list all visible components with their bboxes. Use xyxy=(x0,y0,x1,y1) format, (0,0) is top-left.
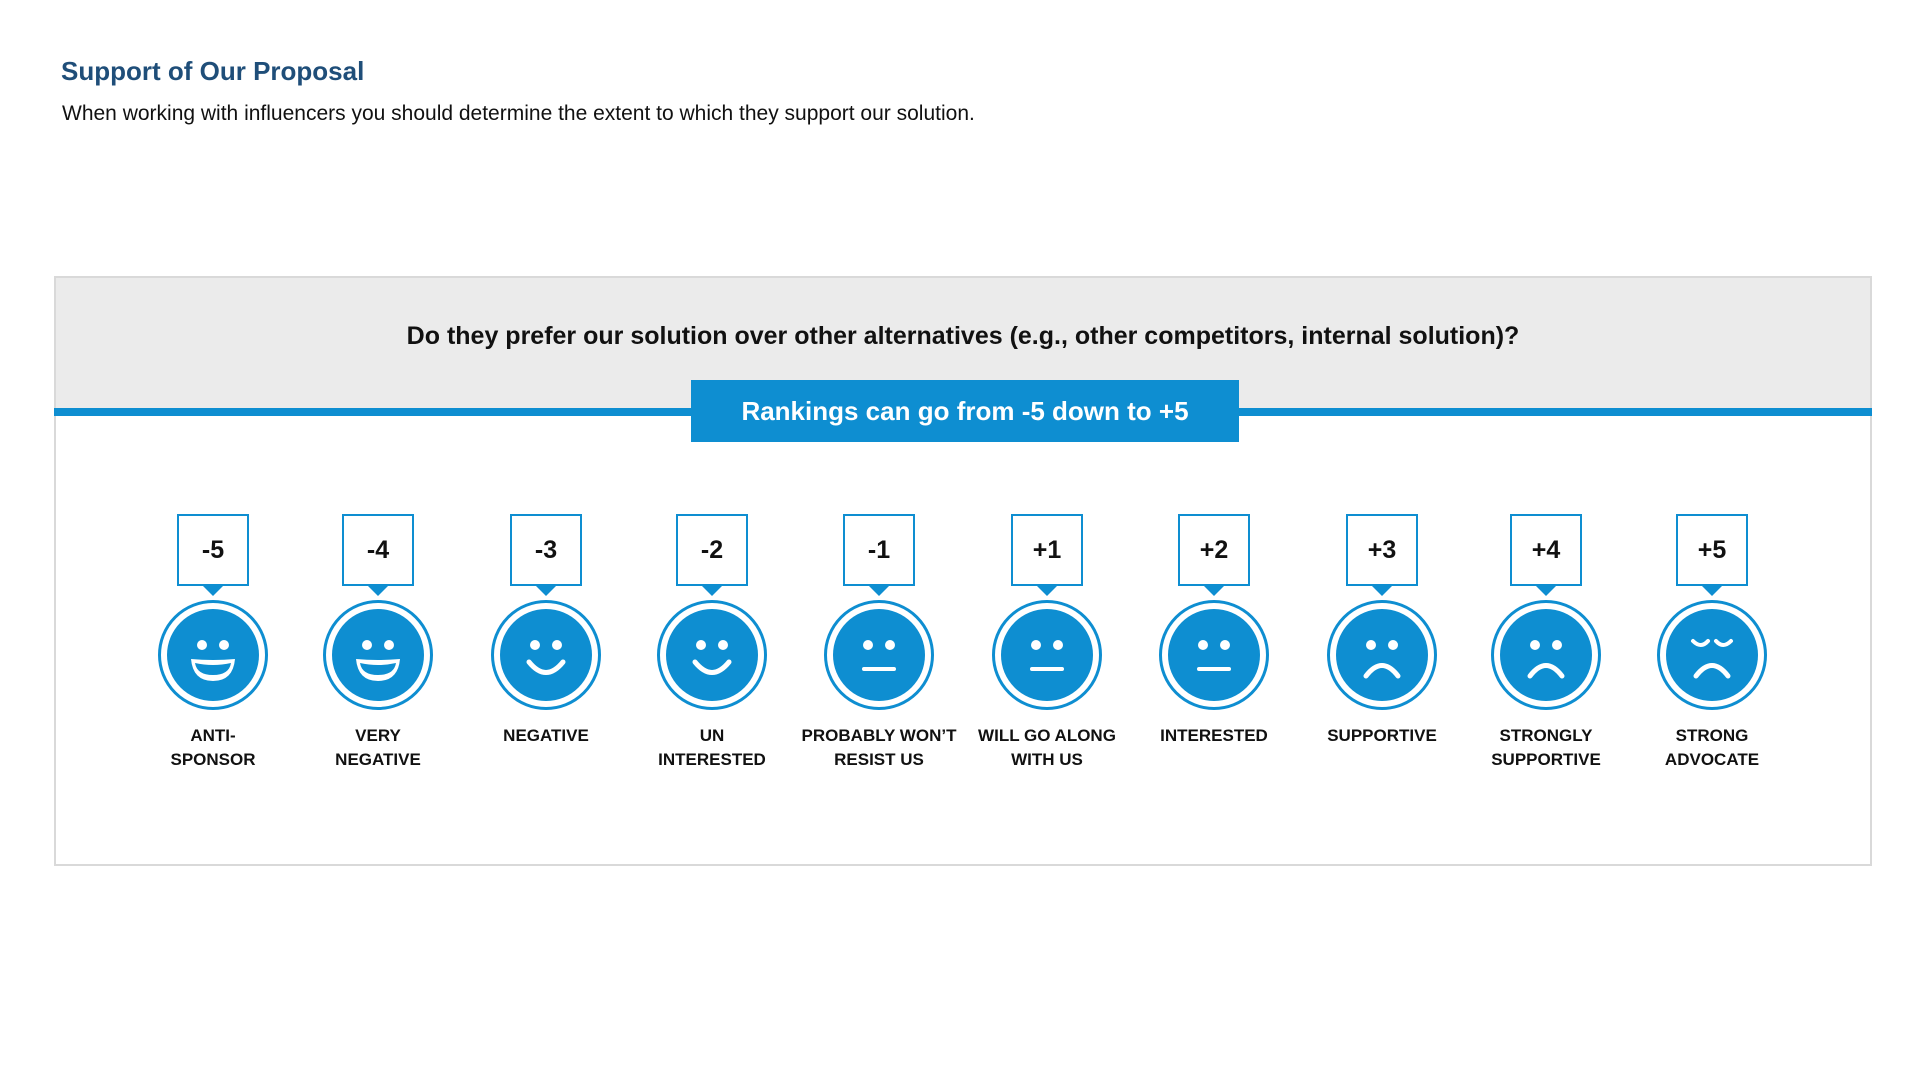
score-box: +2 xyxy=(1178,514,1250,596)
grin-face-icon xyxy=(323,600,433,710)
score-box: -3 xyxy=(510,514,582,596)
neutral-face-icon xyxy=(1159,600,1269,710)
rating-label: STRONGLY SUPPORTIVE xyxy=(1491,726,1601,769)
score-box: +4 xyxy=(1510,514,1582,596)
rating-label: NEGATIVE xyxy=(503,726,589,745)
score-box: +3 xyxy=(1346,514,1418,596)
rating-label: INTERESTED xyxy=(1160,726,1268,745)
neutral-face-icon xyxy=(992,600,1102,710)
question-text: Do they prefer our solution over other a… xyxy=(406,322,1520,350)
rating-item: -5 ANTI- SPONSOR xyxy=(129,514,297,772)
rating-label: SUPPORTIVE xyxy=(1327,726,1437,745)
rating-item: -4 VERY NEGATIVE xyxy=(294,514,462,772)
rating-item: +3 SUPPORTIVE xyxy=(1298,514,1466,748)
score-box: -4 xyxy=(342,514,414,596)
smile-face-icon xyxy=(657,600,767,710)
rating-label: VERY NEGATIVE xyxy=(335,726,421,769)
rating-label: UN INTERESTED xyxy=(658,726,766,769)
rating-item: -2 UN INTERESTED xyxy=(628,514,796,772)
neutral-face-icon xyxy=(824,600,934,710)
frown-face-icon xyxy=(1491,600,1601,710)
ranking-panel: Do they prefer our solution over other a… xyxy=(54,276,1872,866)
rating-item: +1 WILL GO ALONG WITH US xyxy=(963,514,1131,772)
page-subtitle: When working with influencers you should… xyxy=(62,102,975,125)
rating-item: +4 STRONGLY SUPPORTIVE xyxy=(1462,514,1630,772)
rating-scale: -5 ANTI- SPONSOR -4 VERY NEGATIVE -3 NEGAT… xyxy=(56,278,1870,864)
rating-label: STRONG ADVOCATE xyxy=(1664,726,1760,769)
score-box: -2 xyxy=(676,514,748,596)
rating-item: -1 PROBABLY WON’T RESIST US xyxy=(795,514,963,772)
rating-label: PROBABLY WON’T RESIST US xyxy=(801,726,957,769)
rating-item: +2 INTERESTED xyxy=(1130,514,1298,748)
smile-face-icon xyxy=(491,600,601,710)
grin-face-icon xyxy=(158,600,268,710)
score-box: -1 xyxy=(843,514,915,596)
score-box: +5 xyxy=(1676,514,1748,596)
rating-label: ANTI- SPONSOR xyxy=(170,726,256,769)
rating-item: +5 STRONG ADVOCATE xyxy=(1628,514,1796,772)
frown-face-icon xyxy=(1327,600,1437,710)
page-title: Support of Our Proposal xyxy=(61,56,365,86)
score-box: +1 xyxy=(1011,514,1083,596)
squint-frown-face-icon xyxy=(1657,600,1767,710)
rating-label: WILL GO ALONG WITH US xyxy=(978,726,1116,769)
score-box: -5 xyxy=(177,514,249,596)
ranking-banner: Rankings can go from -5 down to +5 xyxy=(691,380,1239,442)
rating-item: -3 NEGATIVE xyxy=(462,514,630,748)
